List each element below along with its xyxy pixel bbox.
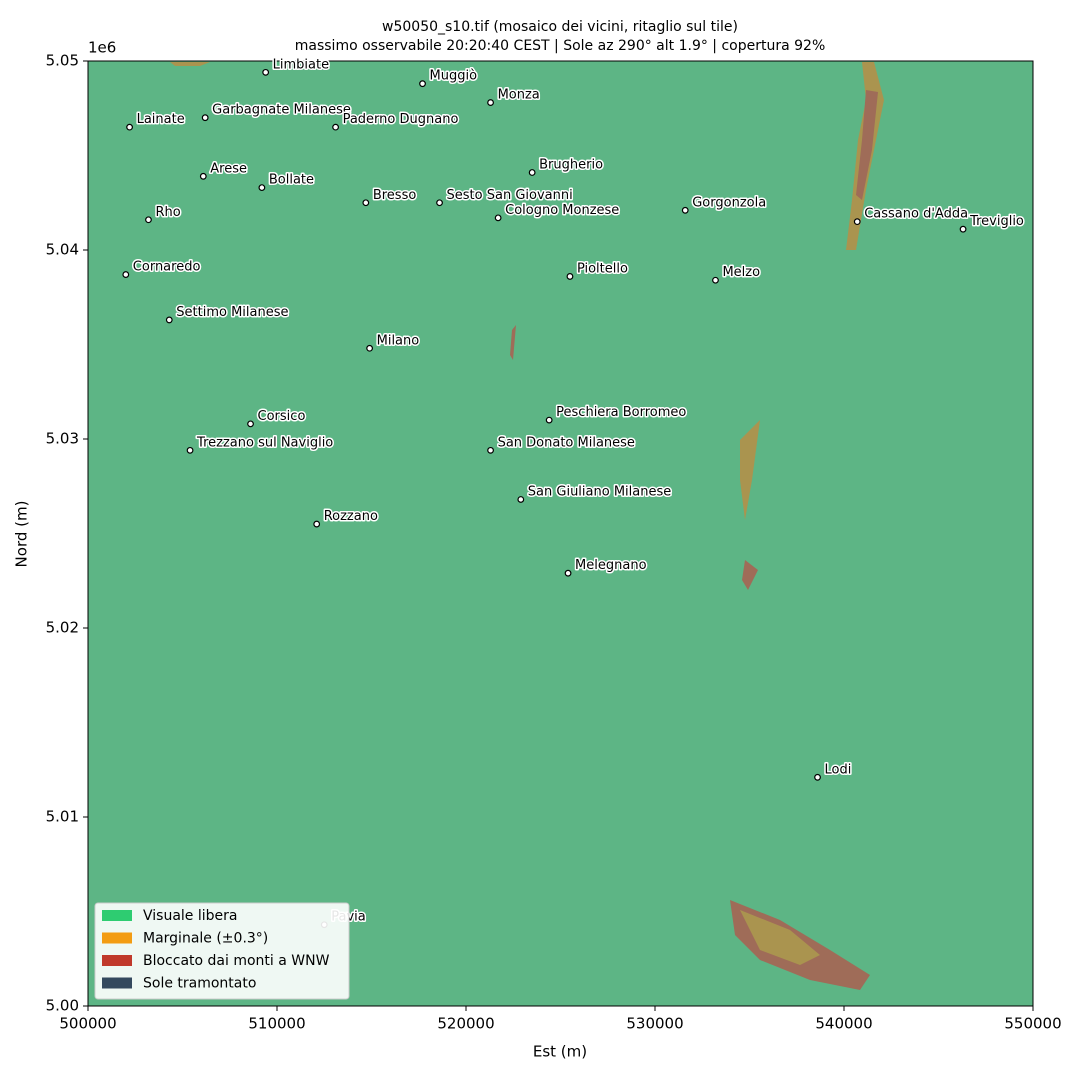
y-offset-label: 1e6 bbox=[88, 39, 116, 57]
y-tick-label: 5.04 bbox=[46, 241, 79, 259]
city-marker bbox=[258, 184, 266, 192]
city-marker bbox=[436, 199, 443, 207]
city-label: Melegnano bbox=[575, 558, 647, 573]
legend-label: Sole tramontato bbox=[143, 976, 256, 992]
city-marker bbox=[186, 446, 194, 454]
city-marker bbox=[247, 420, 254, 428]
legend-label: Bloccato dai monti a WNW bbox=[143, 953, 330, 969]
city-marker bbox=[332, 123, 339, 131]
city-marker bbox=[517, 496, 525, 503]
city-marker bbox=[487, 446, 494, 454]
city-marker bbox=[487, 99, 494, 106]
legend-box bbox=[94, 902, 350, 1000]
legend-swatch bbox=[102, 910, 132, 921]
x-tick-label: 500000 bbox=[59, 1015, 116, 1033]
city-label: Brugherio bbox=[539, 158, 603, 173]
city-label: Monza bbox=[498, 88, 540, 103]
legend-swatch bbox=[102, 932, 132, 944]
city-label: Melzo bbox=[722, 265, 760, 280]
city-label: Gorgonzola bbox=[692, 195, 766, 210]
x-tick-label: 540000 bbox=[815, 1015, 872, 1033]
city-marker bbox=[419, 80, 426, 88]
city-marker bbox=[366, 344, 374, 352]
city-marker bbox=[566, 273, 574, 280]
city-marker bbox=[165, 316, 173, 324]
map-background bbox=[88, 61, 1033, 1006]
city-marker bbox=[712, 276, 719, 284]
y-tick-label: 5.01 bbox=[46, 808, 79, 826]
city-label: Lodi bbox=[825, 762, 852, 777]
city-label: Limbiate bbox=[273, 57, 329, 72]
legend: Visuale libera Marginale (±0.3°) Bloccato … bbox=[94, 902, 350, 1000]
city-label: Sesto San Giovanni bbox=[447, 188, 573, 203]
city-marker bbox=[313, 520, 321, 528]
city-marker bbox=[145, 216, 152, 224]
city-label: Bresso bbox=[373, 188, 417, 203]
city-label: Milano bbox=[377, 333, 420, 348]
x-tick-label: 510000 bbox=[248, 1015, 305, 1033]
city-marker bbox=[362, 199, 370, 207]
city-label: Trezzano sul Naviglio bbox=[196, 435, 333, 450]
city-label: Peschiera Borromeo bbox=[556, 405, 686, 420]
legend-label: Visuale libera bbox=[143, 908, 237, 924]
city-label: San Giuliano Milanese bbox=[528, 484, 671, 499]
y-tick-label: 5.03 bbox=[46, 430, 79, 448]
x-tick-label: 520000 bbox=[437, 1015, 494, 1033]
city-label: Pioltello bbox=[577, 261, 628, 276]
chart-title: w50050_s10.tif (mosaico dei vicini, rita… bbox=[382, 19, 738, 35]
chart-subtitle: massimo osservabile 20:20:40 CEST | Sole… bbox=[295, 38, 826, 54]
city-marker bbox=[126, 123, 133, 131]
city-marker bbox=[545, 416, 553, 424]
city-marker bbox=[564, 569, 572, 577]
city-label: Paderno Dugnano bbox=[343, 112, 459, 127]
terrain-decoration bbox=[170, 62, 884, 990]
city-marker bbox=[959, 225, 967, 233]
city-marker bbox=[122, 271, 130, 278]
city-label: Settimo Milanese bbox=[176, 305, 288, 320]
x-tick-label: 530000 bbox=[626, 1015, 683, 1033]
city-label: Muggiò bbox=[430, 69, 478, 84]
city-marker bbox=[528, 169, 536, 176]
y-tick-label: 5.00 bbox=[46, 997, 79, 1015]
y-tick-label: 5.05 bbox=[46, 52, 79, 70]
y-tick-label: 5.02 bbox=[46, 619, 79, 637]
city-label: Garbagnate Milanese bbox=[212, 103, 351, 118]
y-axis-label: Nord (m) bbox=[13, 501, 31, 568]
city-label: Cologno Monzese bbox=[505, 203, 619, 218]
legend-swatch bbox=[102, 977, 132, 989]
axes-frame bbox=[87, 60, 1034, 1007]
city-label: Treviglio bbox=[969, 214, 1024, 229]
city-label: San Donato Milanese bbox=[498, 435, 635, 450]
city-marker bbox=[201, 114, 209, 122]
city-marker bbox=[494, 214, 502, 222]
city-marker bbox=[199, 172, 207, 180]
city-label: Rho bbox=[155, 205, 180, 220]
city-marker bbox=[853, 218, 861, 226]
legend-label: Marginale (±0.3°) bbox=[143, 931, 268, 947]
city-label: Rozzano bbox=[324, 509, 378, 524]
legend-swatch bbox=[102, 955, 132, 966]
x-axis-label: Est (m) bbox=[533, 1043, 587, 1061]
city-label: Bollate bbox=[269, 173, 314, 188]
city-label: Cornaredo bbox=[133, 260, 201, 275]
city-label: Lainate bbox=[137, 112, 185, 127]
city-label: Corsico bbox=[258, 409, 306, 424]
city-marker bbox=[814, 773, 821, 781]
x-tick-label: 550000 bbox=[1004, 1015, 1061, 1033]
city-label: Cassano d'Adda bbox=[864, 207, 968, 222]
city-marker bbox=[262, 68, 270, 76]
city-marker bbox=[681, 206, 689, 214]
city-label: Arese bbox=[210, 161, 247, 176]
